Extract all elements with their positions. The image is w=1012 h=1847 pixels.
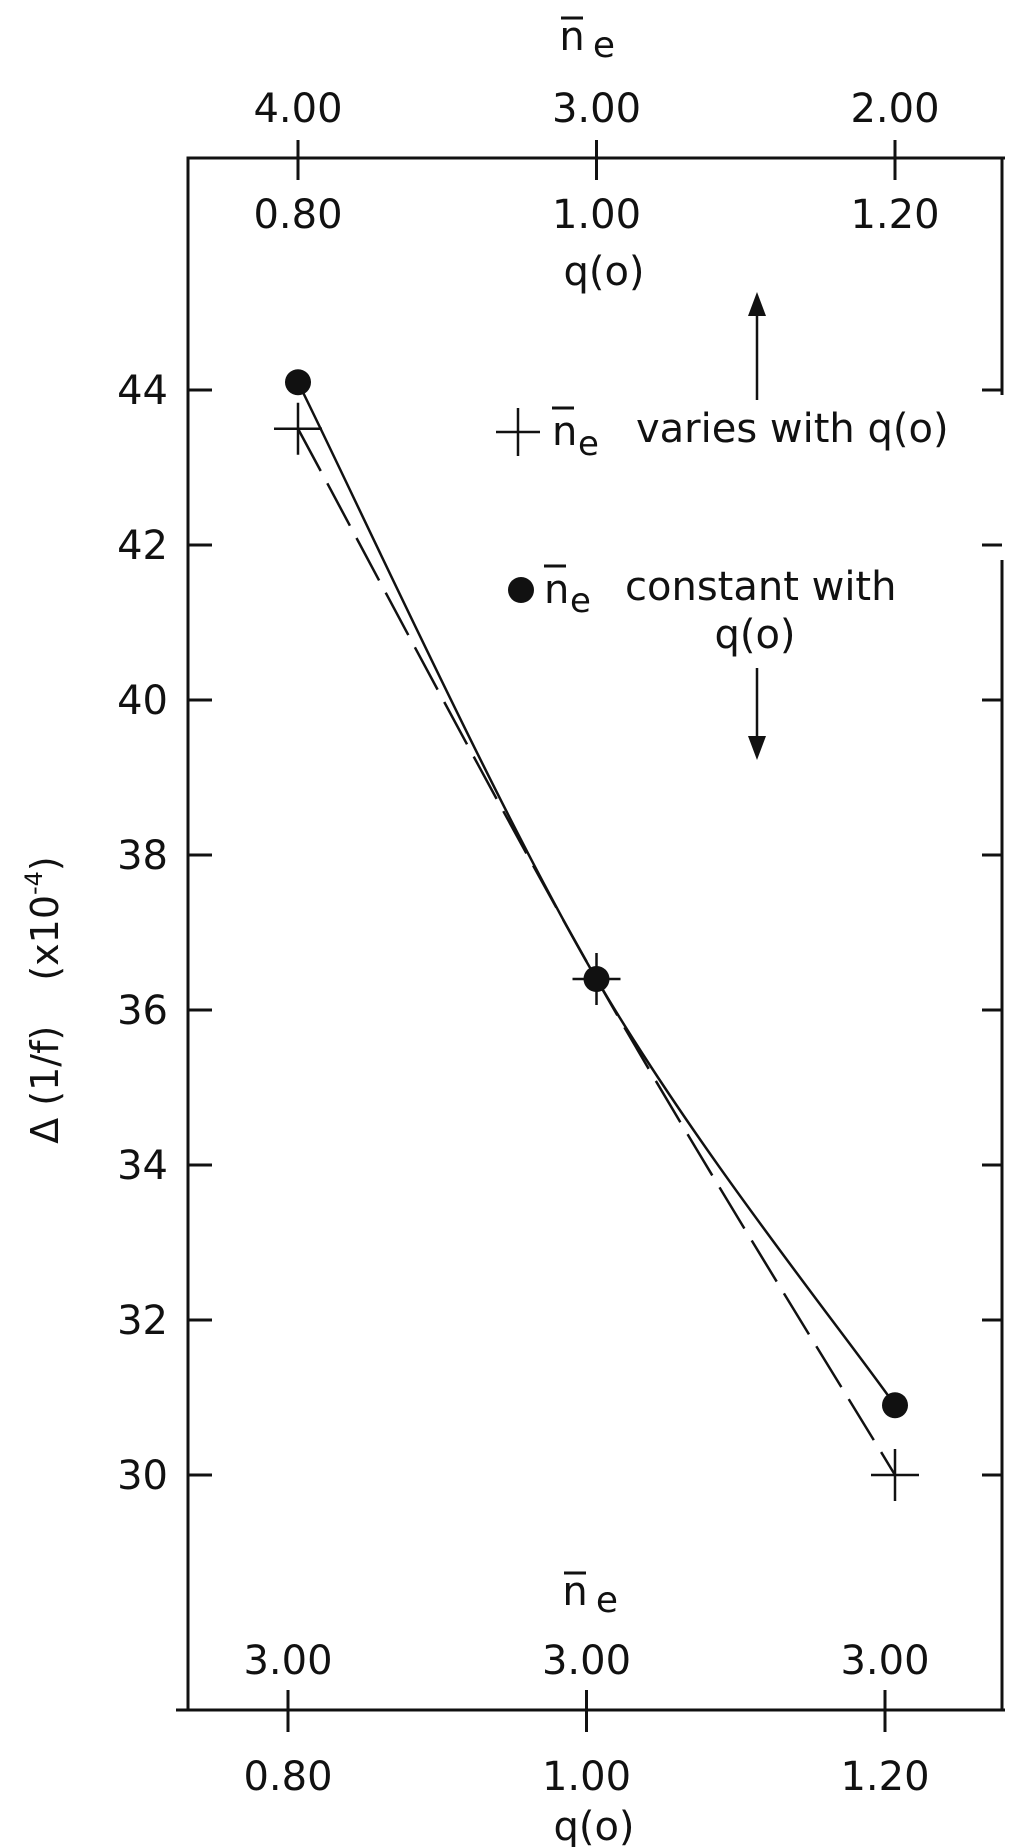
top-axis-ne-tick-label: 2.00: [850, 86, 939, 132]
svg-text:Δ (1/f)(x10-4): Δ (1/f) (x10-4): [20, 856, 67, 1144]
y-axis-title-close: ): [23, 856, 67, 871]
top-axis-ne-symbol: n: [559, 14, 584, 60]
data-point-dot: [285, 369, 311, 396]
bottom-axis-q-tick-label: 0.80: [243, 1754, 332, 1800]
legend-varies-symbol: n: [552, 409, 577, 455]
top-axis-q-tick-label: 1.20: [850, 192, 939, 238]
top-axis-q-label: q(o): [563, 249, 644, 295]
top-axis-ne-subscript: e: [593, 25, 615, 66]
legend-item-constant: n e constant with q(o): [508, 564, 896, 658]
bottom-axis-ne-tick-label: 3.00: [542, 1638, 631, 1684]
legend-constant-symbol: n: [544, 567, 569, 613]
y-tick-label: 30: [117, 1453, 168, 1499]
bottom-axis-q-tick-label: 1.20: [840, 1754, 929, 1800]
legend-constant-text-line2: q(o): [714, 612, 795, 658]
bottom-axis-ne-subscript: e: [596, 1580, 618, 1621]
y-tick-label: 34: [117, 1143, 168, 1189]
y-tick-label: 42: [117, 523, 168, 569]
bottom-axis-q-tick-label: 1.00: [542, 1754, 631, 1800]
data-point-dot: [583, 966, 610, 992]
y-tick-label: 38: [117, 833, 168, 879]
bottom-axis: n e q(o) 3.00 0.80 3.00 1.00 3.00 1.20: [243, 1569, 929, 1847]
legend-up-arrow-head: [748, 292, 766, 316]
top-axis-q-tick-label: 0.80: [253, 192, 342, 238]
x-axis-title: q(o): [553, 1804, 634, 1847]
y-axis-title-scale: (x10: [23, 895, 67, 981]
legend-constant-text-line1: constant with: [625, 564, 896, 610]
series-layer: [274, 369, 919, 1501]
y-tick-label: 32: [117, 1298, 168, 1344]
plot-frame: [186, 156, 1005, 1712]
legend-constant-subscript: e: [570, 581, 591, 621]
top-axis-ne-tick-label: 4.00: [253, 86, 342, 132]
y-tick-label: 40: [117, 678, 168, 724]
y-axis-title-main: Δ (1/f): [23, 1026, 67, 1144]
data-point-dot: [882, 1392, 908, 1419]
y-axis-title: Δ (1/f) (x10-4): [20, 856, 67, 1144]
top-axis-ne-tick-label: 3.00: [552, 86, 641, 132]
y-axis-title-exponent: -4: [20, 871, 48, 895]
data-point-plus: [274, 402, 322, 455]
bottom-axis-ne-symbol: n: [562, 1569, 587, 1615]
legend-varies-subscript: e: [578, 424, 599, 464]
legend-dot-marker: [508, 577, 534, 603]
series-line-dot: [296, 381, 897, 1406]
legend-plus-marker: [496, 408, 540, 456]
bottom-axis-ne-tick-label: 3.00: [840, 1638, 929, 1684]
legend-item-varies: n e varies with q(o): [496, 406, 949, 464]
data-point-plus: [871, 1449, 919, 1501]
top-axis-q-tick-label: 1.00: [552, 192, 641, 238]
bottom-axis-ne-tick-label: 3.00: [243, 1638, 332, 1684]
legend-down-arrow-head: [748, 736, 766, 760]
legend-varies-text: varies with q(o): [636, 406, 949, 452]
y-axis: 30 32 34 36 38 40 42 44: [117, 368, 1002, 1499]
top-axis: n e q(o) 4.00 0.80 3.00 1.00 2.00 1.20: [253, 14, 939, 295]
legend: n e varies with q(o) n e constant with q…: [496, 292, 949, 760]
y-tick-label: 36: [117, 988, 168, 1034]
y-tick-label: 44: [117, 368, 168, 414]
